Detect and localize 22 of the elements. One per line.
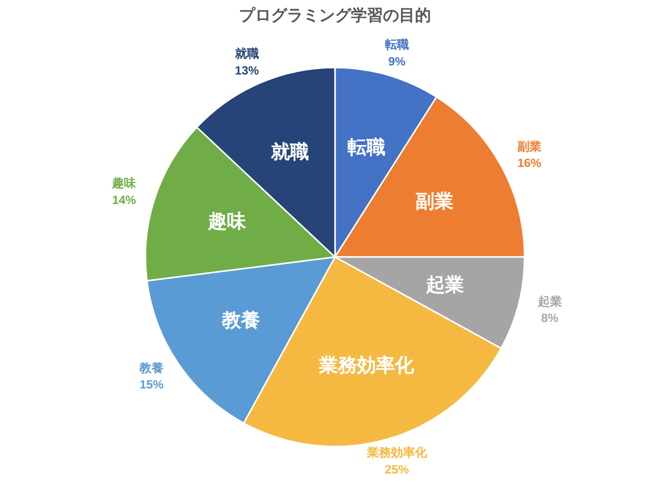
slice-label: 転職 <box>348 136 386 158</box>
slice-label: 起業 <box>425 274 464 296</box>
slice-label: 副業 <box>517 139 542 154</box>
chart-title: プログラミング学習の目的 <box>239 6 431 24</box>
slice-label: 教養 <box>220 309 260 332</box>
slice-label: 業務効率化 <box>366 446 428 460</box>
slice-label: 転職 <box>384 38 409 52</box>
data-label: 13% <box>234 64 260 78</box>
data-label: 25% <box>384 462 410 476</box>
data-label: 9% <box>388 54 406 68</box>
slice-label: 就職 <box>270 141 309 164</box>
slice-label: 趣味 <box>206 210 247 232</box>
slice-label: 副業 <box>416 192 454 213</box>
slice-label: 就職 <box>234 46 259 61</box>
slice-label: 業務効率化 <box>318 354 416 377</box>
data-label: 15% <box>140 378 164 392</box>
data-label: 16% <box>517 156 542 170</box>
slice-label: 起業 <box>536 294 562 308</box>
data-label: 14% <box>112 192 136 207</box>
slice-label: 教養 <box>138 360 165 375</box>
data-label: 8% <box>541 311 559 326</box>
slice-label: 趣味 <box>111 176 138 190</box>
